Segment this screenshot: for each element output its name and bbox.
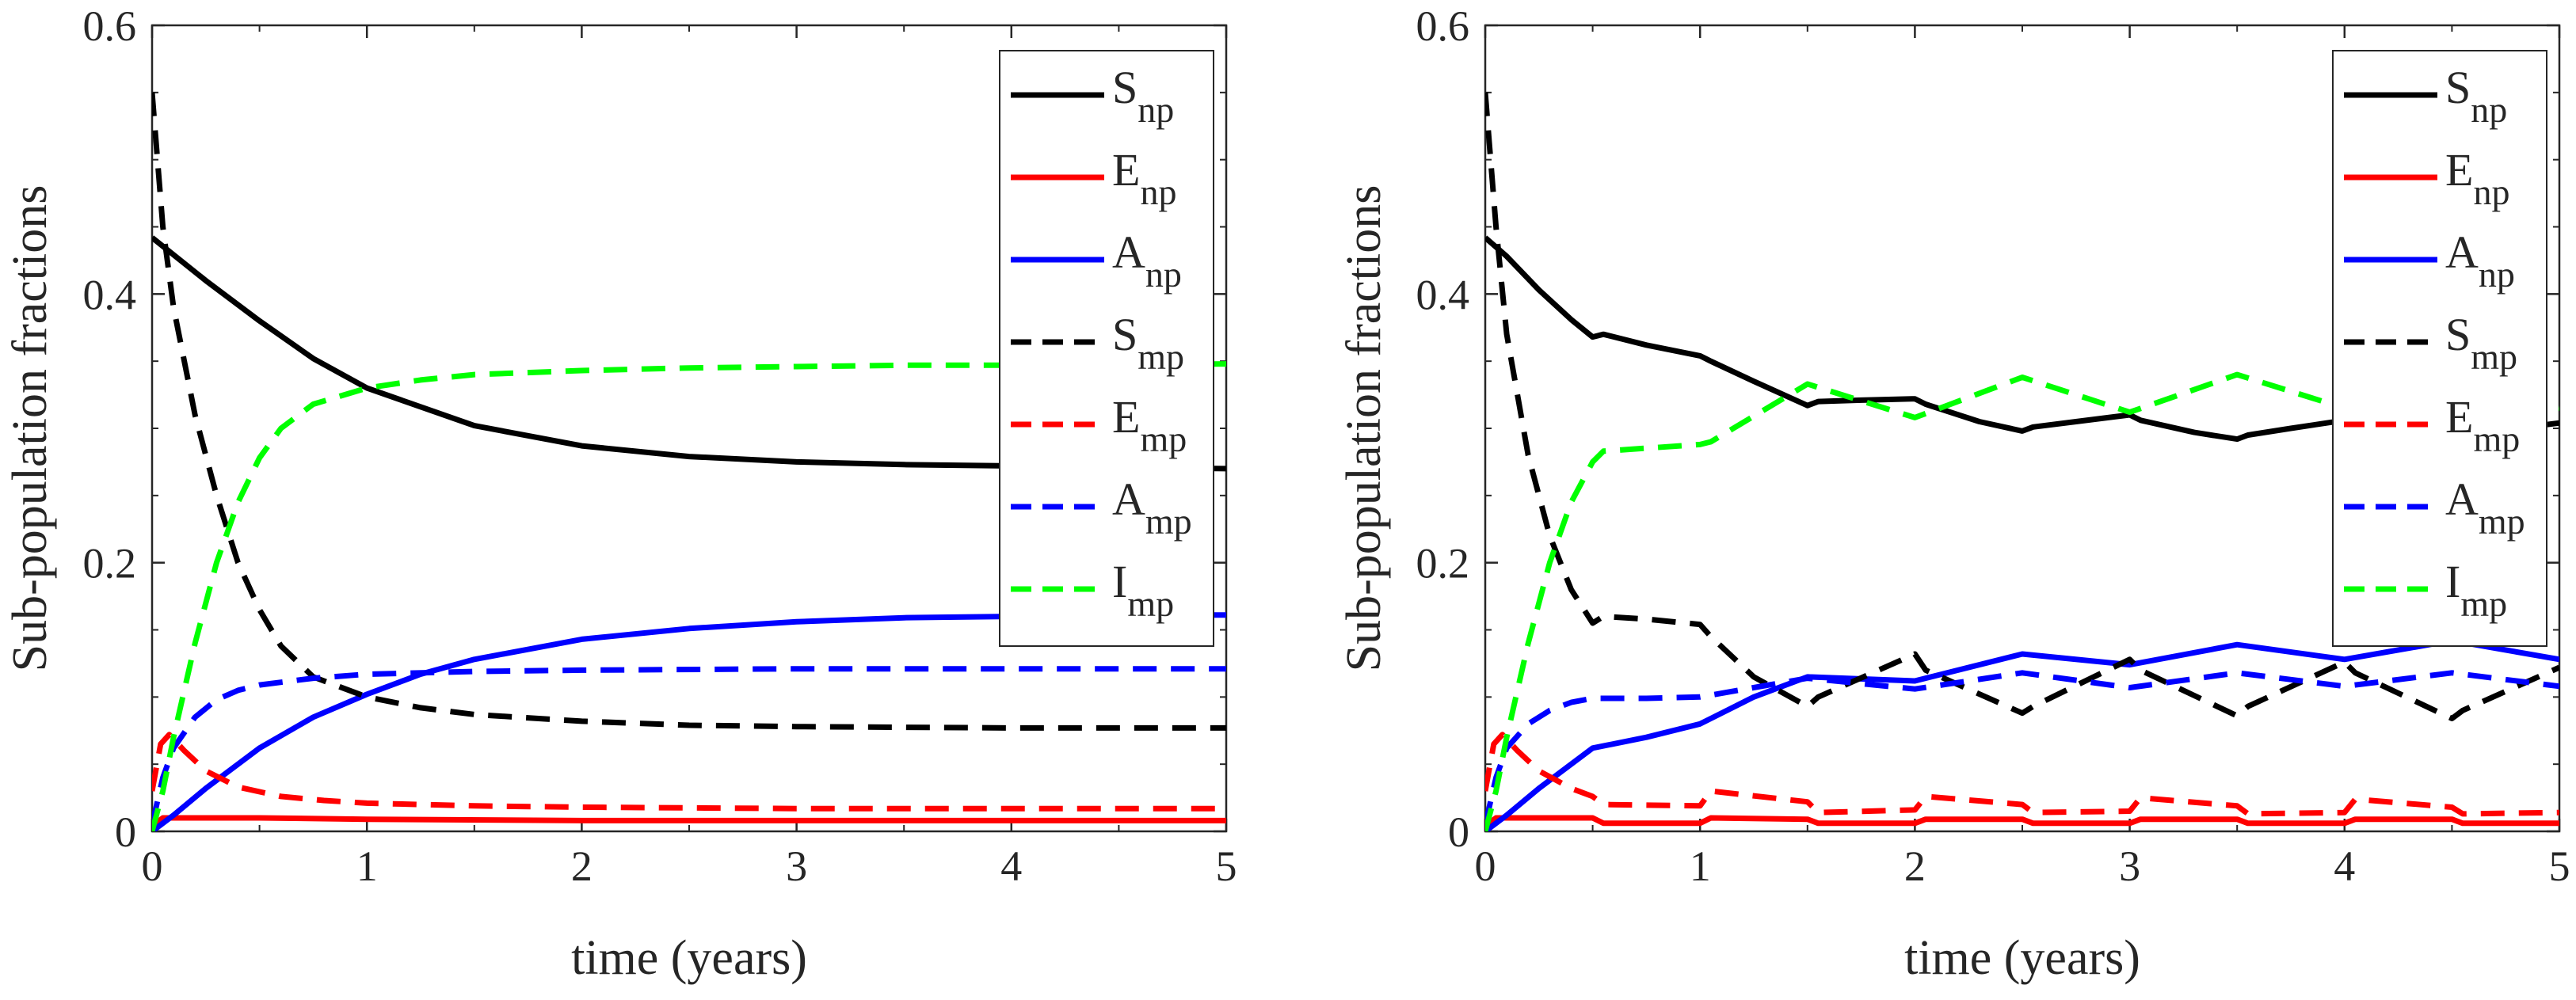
legend-label-enp: Enp <box>2445 144 2509 212</box>
series-line-anp <box>152 612 1226 831</box>
y-tick-label: 0.4 <box>1416 271 1470 318</box>
x-tick-label: 4 <box>2334 842 2355 890</box>
legend-label-emp: Emp <box>2445 391 2520 459</box>
series-line-amp <box>1485 670 2559 826</box>
y-tick-label: 0 <box>115 808 136 856</box>
legend-label-smp: Smp <box>2445 309 2517 377</box>
x-tick-label: 3 <box>786 842 807 890</box>
series-line-emp <box>1485 732 2559 817</box>
y-tick-label: 0 <box>1448 808 1469 856</box>
legend-label-anp: Anp <box>2445 226 2515 295</box>
x-tick-label: 0 <box>1475 842 1496 890</box>
y-axis-label: Sub-population fractions <box>1337 185 1391 672</box>
y-axis-label: Sub-population fractions <box>3 185 57 672</box>
legend-label-emp: Emp <box>1112 391 1187 459</box>
series-line-enp <box>152 815 1226 828</box>
series-line-emp <box>152 732 1226 812</box>
plot-area <box>152 92 1226 831</box>
x-tick-label: 2 <box>571 842 593 890</box>
series-line-enp <box>1485 815 2559 828</box>
series-line-imp <box>1485 371 2559 831</box>
legend-label-amp: Amp <box>1112 473 1192 542</box>
legend-label-imp: Imp <box>1112 556 1174 624</box>
x-tick-label: 2 <box>1904 842 1926 890</box>
legend-label-amp: Amp <box>2445 473 2525 542</box>
series-line-imp <box>152 361 1226 831</box>
plot-area <box>1485 92 2559 831</box>
right-panel: 0 1 2 3 4 5 0 0.2 0.4 0.6 time (years) Sub-populati… <box>1337 2 2570 985</box>
x-tick-label: 5 <box>1216 842 1237 890</box>
x-tick-label: 1 <box>356 842 378 890</box>
legend-box <box>2332 50 2547 647</box>
x-tick-label: 5 <box>2549 842 2570 890</box>
legend-label-snp: Snp <box>2445 62 2507 130</box>
legend: Snp Enp Anp Smp Emp Amp Imp <box>999 50 1214 647</box>
x-tick-label: 3 <box>2119 842 2140 890</box>
x-axis-label: time (years) <box>1904 931 2140 985</box>
legend-label-snp: Snp <box>1112 62 1174 130</box>
legend-label-anp: Anp <box>1112 226 1182 295</box>
series-line-smp <box>1485 92 2559 721</box>
y-tick-label: 0.6 <box>1416 2 1470 50</box>
x-tick-label: 1 <box>1690 842 1711 890</box>
left-panel: 0 1 2 3 4 5 0 0.2 0.4 0.6 time (years) Sub-populati… <box>3 2 1237 985</box>
legend-label-enp: Enp <box>1112 144 1176 212</box>
x-tick-label: 4 <box>1000 842 1022 890</box>
legend-label-imp: Imp <box>2445 556 2507 624</box>
x-axis-label: time (years) <box>571 931 807 985</box>
y-tick-label: 0.2 <box>83 540 137 587</box>
y-tick-label: 0.6 <box>83 2 137 50</box>
x-tick-label: 0 <box>142 842 163 890</box>
legend-label-smp: Smp <box>1112 309 1184 377</box>
y-tick-label: 0.4 <box>83 271 137 318</box>
series-line-amp <box>152 666 1226 826</box>
y-tick-label: 0.2 <box>1416 540 1470 587</box>
legend-box <box>999 50 1214 647</box>
legend: Snp Enp Anp Smp Emp Amp Imp <box>2332 50 2547 647</box>
